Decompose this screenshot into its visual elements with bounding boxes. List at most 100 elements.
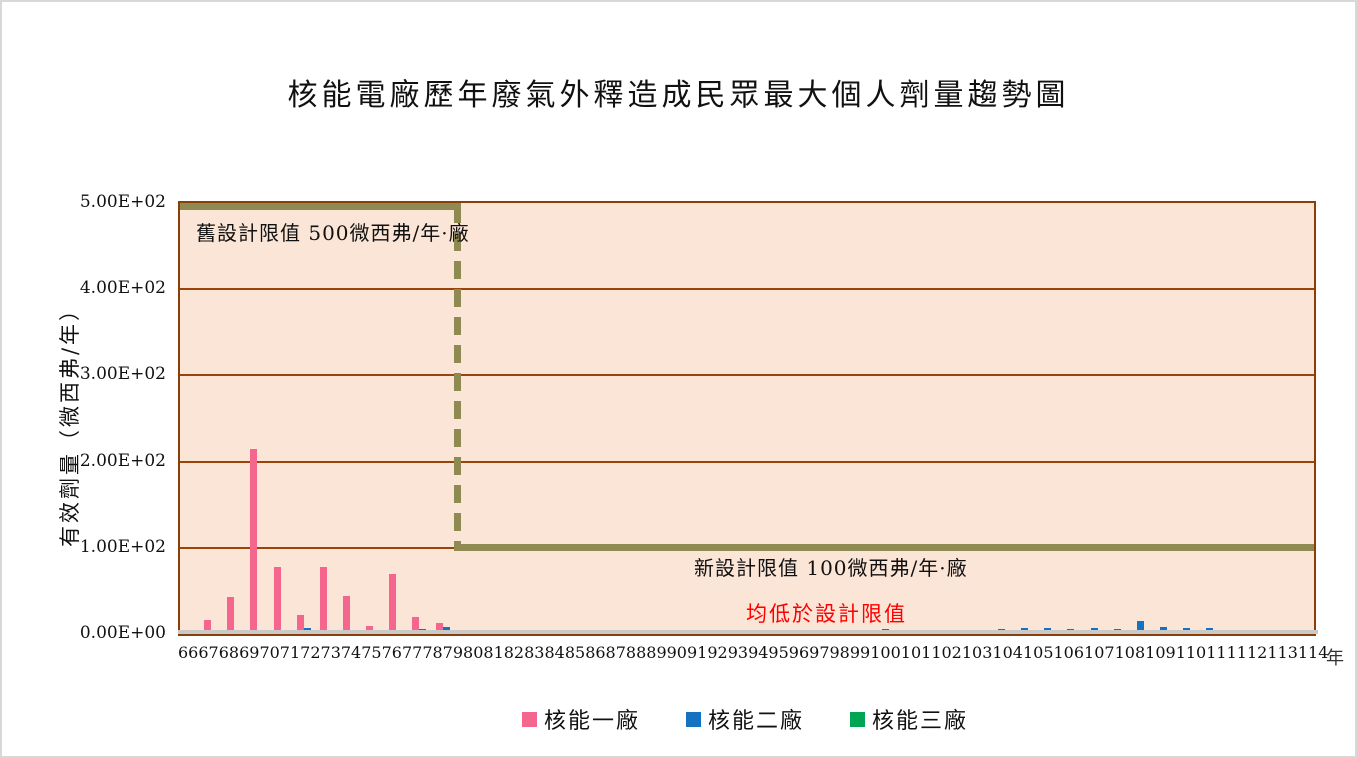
bar-group [1244, 203, 1267, 634]
x-tick-label: 72 [300, 643, 321, 662]
legend-label: 核能二廠 [707, 709, 804, 734]
x-tick-label: 79 [442, 643, 464, 662]
bar-核能一廠 [296, 615, 304, 634]
annotation-below-limit: 均低於設計限值 [746, 602, 907, 626]
x-axis-line [178, 630, 1318, 634]
x-tick-label: 95 [768, 643, 789, 662]
y-tick-label: 0.00E+00 [79, 623, 166, 643]
bar-group [1013, 203, 1036, 634]
bar-group [365, 203, 388, 634]
x-tick-label: 80 [463, 643, 484, 662]
y-tick-label: 4.00E+02 [79, 278, 166, 299]
legend-item: 核能二廠 [685, 703, 804, 735]
bar-group [319, 203, 342, 634]
bar-group [1106, 203, 1129, 634]
x-tick-label: 83 [524, 643, 545, 662]
x-tick-label: 96 [788, 643, 810, 662]
bar-group [643, 203, 666, 634]
x-tick-label: 104 [992, 643, 1023, 662]
chart-title: 核能電廠歷年廢氣外釋造成民眾最大個人劑量趨勢圖 [287, 78, 1070, 113]
legend-label: 核能三廠 [872, 709, 969, 734]
bar-group [1221, 203, 1244, 634]
y-axis-tick-labels: 0.00E+00 1.00E+02 2.00E+02 3.00E+02 4.00E+02… [2, 192, 172, 643]
bar-group [1036, 203, 1059, 634]
bar-核能一廠 [227, 597, 235, 634]
bar-核能一廠 [389, 574, 397, 634]
x-tick-label: 73 [320, 643, 341, 662]
x-tick-label: 84 [544, 643, 565, 662]
annotation-new-limit: 新設計限值 100微西弗/年·廠 [694, 556, 968, 580]
bar-group [1152, 203, 1175, 634]
legend-item: 核能三廠 [850, 703, 968, 735]
x-tick-label: 103 [961, 643, 993, 662]
bar-group [249, 203, 272, 634]
x-tick-label: 89 [646, 643, 667, 662]
y-tick-label: 5.00E+02 [79, 192, 166, 212]
x-tick-label: 109 [1145, 643, 1176, 662]
limit-line-transition-segment [454, 205, 461, 549]
bar-group [666, 203, 689, 634]
x-tick-label: 70 [259, 643, 280, 662]
bar-group [1059, 203, 1082, 634]
x-tick-label: 114 [1297, 643, 1329, 662]
bar-group [597, 203, 620, 634]
x-tick-label: 106 [1053, 643, 1085, 662]
x-tick-label: 110 [1175, 643, 1207, 662]
x-tick-label: 100 [870, 643, 901, 662]
x-tick-label: 94 [748, 643, 769, 662]
bar-group [990, 203, 1013, 634]
x-tick-label: 108 [1114, 643, 1146, 662]
bar-group [550, 203, 573, 634]
bar-核能一廠 [273, 567, 281, 634]
bar-核能一廠 [204, 620, 212, 634]
limit-line-old-segment [180, 203, 461, 210]
x-tick-label: 86 [585, 643, 606, 662]
x-tick-label: 77 [401, 643, 423, 662]
gridline [180, 288, 1314, 291]
legend-label: 核能一廠 [543, 709, 640, 734]
y-tick-label: 1.00E+02 [79, 536, 166, 557]
gridline [180, 374, 1314, 377]
y-tick-label: 3.00E+02 [79, 364, 166, 385]
bar-核能一廠 [343, 596, 351, 634]
x-tick-label: 75 [361, 643, 382, 662]
legend: 核能一廠 核能二廠 核能三廠 [178, 703, 1312, 735]
x-tick-label: 97 [809, 643, 830, 662]
x-tick-label: 102 [931, 643, 962, 662]
x-tick-label: 67 [198, 643, 219, 662]
x-tick-label: 82 [503, 643, 525, 662]
bar-核能一廠 [412, 617, 420, 634]
x-tick-label: 81 [483, 643, 504, 662]
x-tick-label: 88 [625, 643, 647, 662]
gridline [180, 460, 1314, 463]
bar-group [203, 203, 226, 634]
x-tick-label: 99 [849, 643, 871, 662]
bar-group [458, 203, 481, 634]
legend-swatch-icon [521, 711, 537, 727]
annotation-old-limit: 舊設計限值 500微西弗/年·廠 [196, 221, 470, 245]
x-tick-label: 92 [707, 643, 728, 662]
x-tick-label: 87 [605, 643, 626, 662]
x-tick-label: 98 [829, 643, 850, 662]
x-tick-label: 85 [564, 643, 586, 662]
bar-group [273, 203, 296, 634]
bar-group [967, 203, 990, 634]
bar-group [1291, 203, 1314, 634]
bar-group [573, 203, 596, 634]
bar-group [1129, 203, 1152, 634]
bar-group [226, 203, 249, 634]
bar-核能一廠 [250, 449, 258, 634]
bar-group [504, 203, 527, 634]
x-tick-label: 107 [1084, 643, 1115, 662]
x-tick-label: 90 [666, 643, 687, 662]
bar-group [527, 203, 550, 634]
x-tick-label: 101 [900, 643, 932, 662]
x-tick-label: 69 [239, 643, 260, 662]
legend-swatch-icon [685, 711, 701, 727]
bar-核能一廠 [435, 623, 443, 634]
bar-group [481, 203, 504, 634]
x-tick-label: 78 [422, 643, 443, 662]
bar-group [620, 203, 643, 634]
bar-group [1175, 203, 1198, 634]
